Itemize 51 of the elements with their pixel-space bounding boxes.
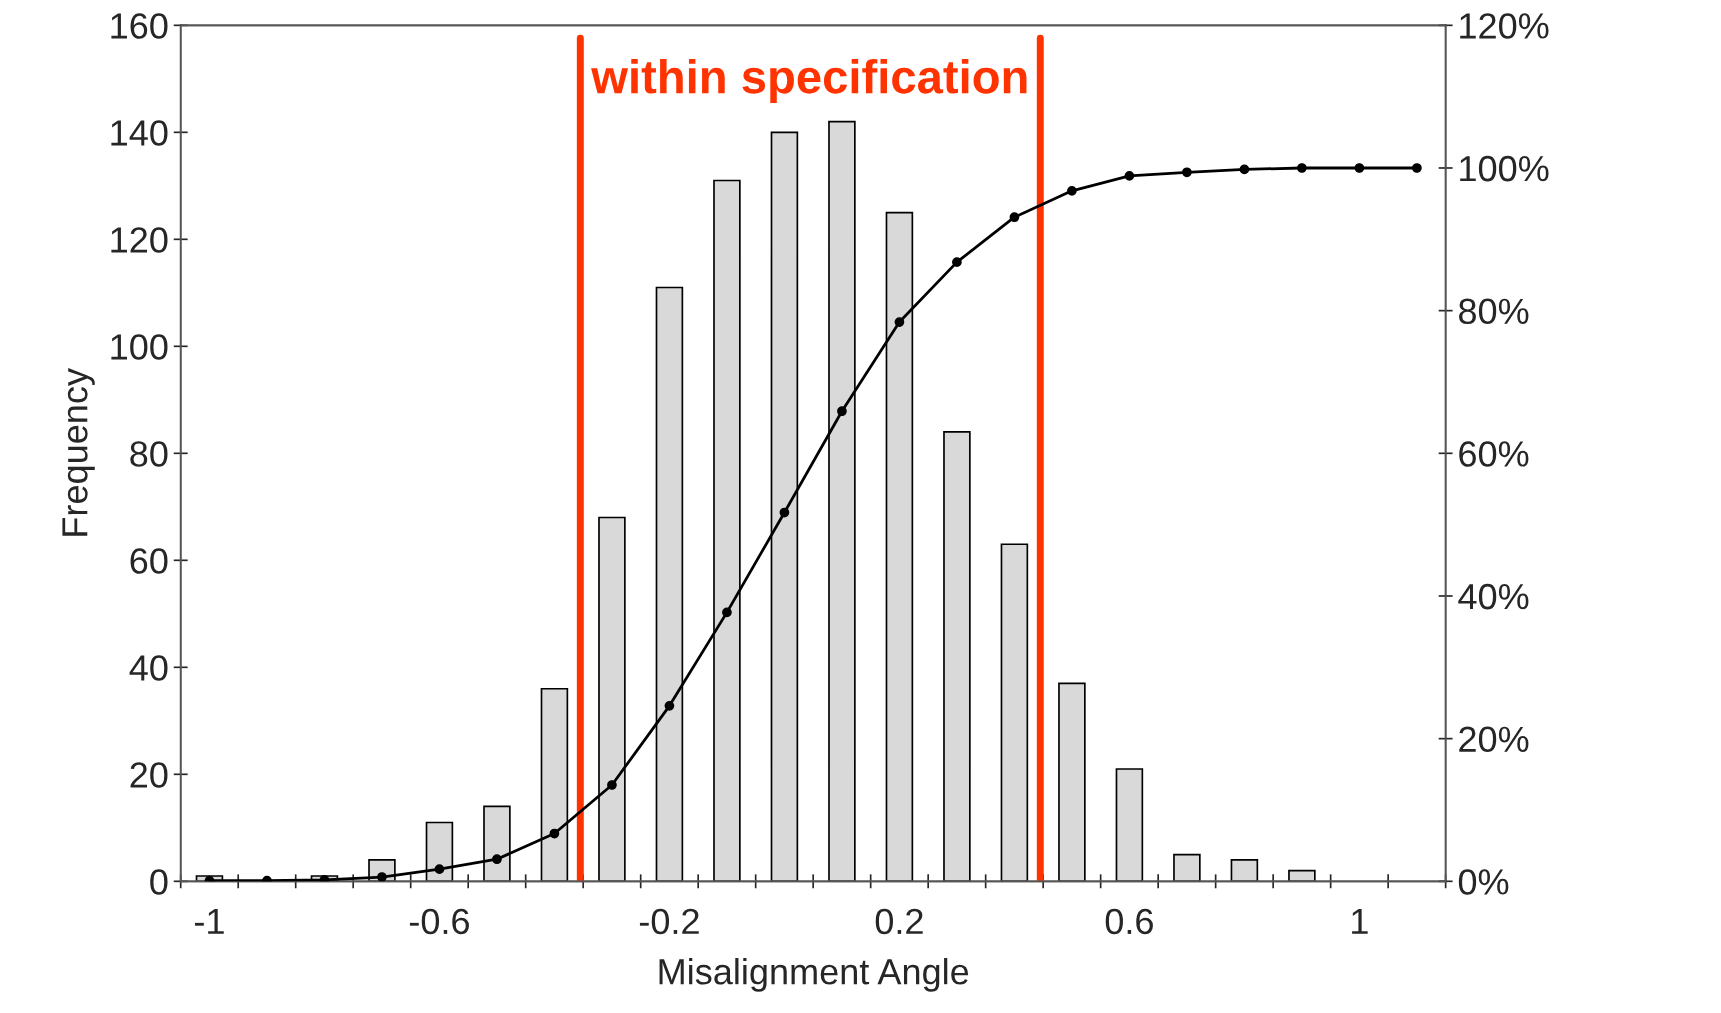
x-axis-title: Misalignment Angle bbox=[659, 958, 969, 992]
bar bbox=[1173, 853, 1201, 882]
y-tick-label: 100 bbox=[111, 334, 168, 360]
point bbox=[722, 607, 732, 618]
y-tick-label: 140 bbox=[111, 120, 168, 146]
y-tick-label: 80 bbox=[130, 441, 168, 467]
y2-tick-label: 80% bbox=[1459, 298, 1529, 325]
point bbox=[492, 854, 502, 865]
x-tick-label: -0.6 bbox=[409, 908, 469, 935]
point bbox=[1297, 163, 1307, 173]
x-tick-label: 0.6 bbox=[1105, 908, 1153, 935]
point bbox=[952, 257, 962, 268]
point bbox=[1412, 163, 1422, 173]
x-tick-label: 1 bbox=[1352, 909, 1368, 934]
y-tick-label: 40 bbox=[129, 655, 168, 681]
y-tick-label: 0 bbox=[150, 869, 168, 895]
y-tick-label: 120 bbox=[111, 227, 168, 253]
bar bbox=[1230, 859, 1259, 882]
bar bbox=[1115, 768, 1144, 882]
y-tick-label: 20 bbox=[130, 762, 168, 788]
point bbox=[262, 875, 272, 882]
annotation: within specification bbox=[591, 58, 1027, 103]
y-tick-label: 60 bbox=[130, 548, 168, 574]
point bbox=[837, 406, 847, 417]
y2-tick-label: 60% bbox=[1459, 441, 1529, 467]
point bbox=[549, 828, 560, 839]
y2-tick-label: 100% bbox=[1460, 155, 1549, 182]
point bbox=[1067, 185, 1077, 196]
point bbox=[1009, 212, 1020, 223]
point bbox=[434, 864, 445, 875]
point bbox=[1239, 164, 1250, 175]
point bbox=[1182, 167, 1192, 178]
x-tick-label: -1 bbox=[195, 909, 224, 934]
bar bbox=[1058, 682, 1086, 882]
y-axis-title: Frequency bbox=[62, 368, 95, 536]
point bbox=[607, 780, 617, 790]
y2-tick-label: 120% bbox=[1460, 13, 1549, 39]
point bbox=[779, 507, 790, 518]
y-tick-label: 160 bbox=[111, 13, 168, 39]
point bbox=[1124, 170, 1135, 181]
bar bbox=[1000, 543, 1029, 882]
y2-tick-label: 0% bbox=[1458, 869, 1509, 895]
y2-tick-label: 20% bbox=[1459, 726, 1529, 753]
point bbox=[1354, 163, 1365, 173]
bar bbox=[943, 431, 971, 882]
point bbox=[894, 317, 905, 327]
point bbox=[377, 872, 387, 882]
y2-tick-label: 40% bbox=[1458, 583, 1529, 610]
x-tick-label: 0.2 bbox=[875, 908, 923, 935]
point bbox=[664, 700, 675, 711]
x-tick-label: -0.2 bbox=[639, 908, 699, 935]
